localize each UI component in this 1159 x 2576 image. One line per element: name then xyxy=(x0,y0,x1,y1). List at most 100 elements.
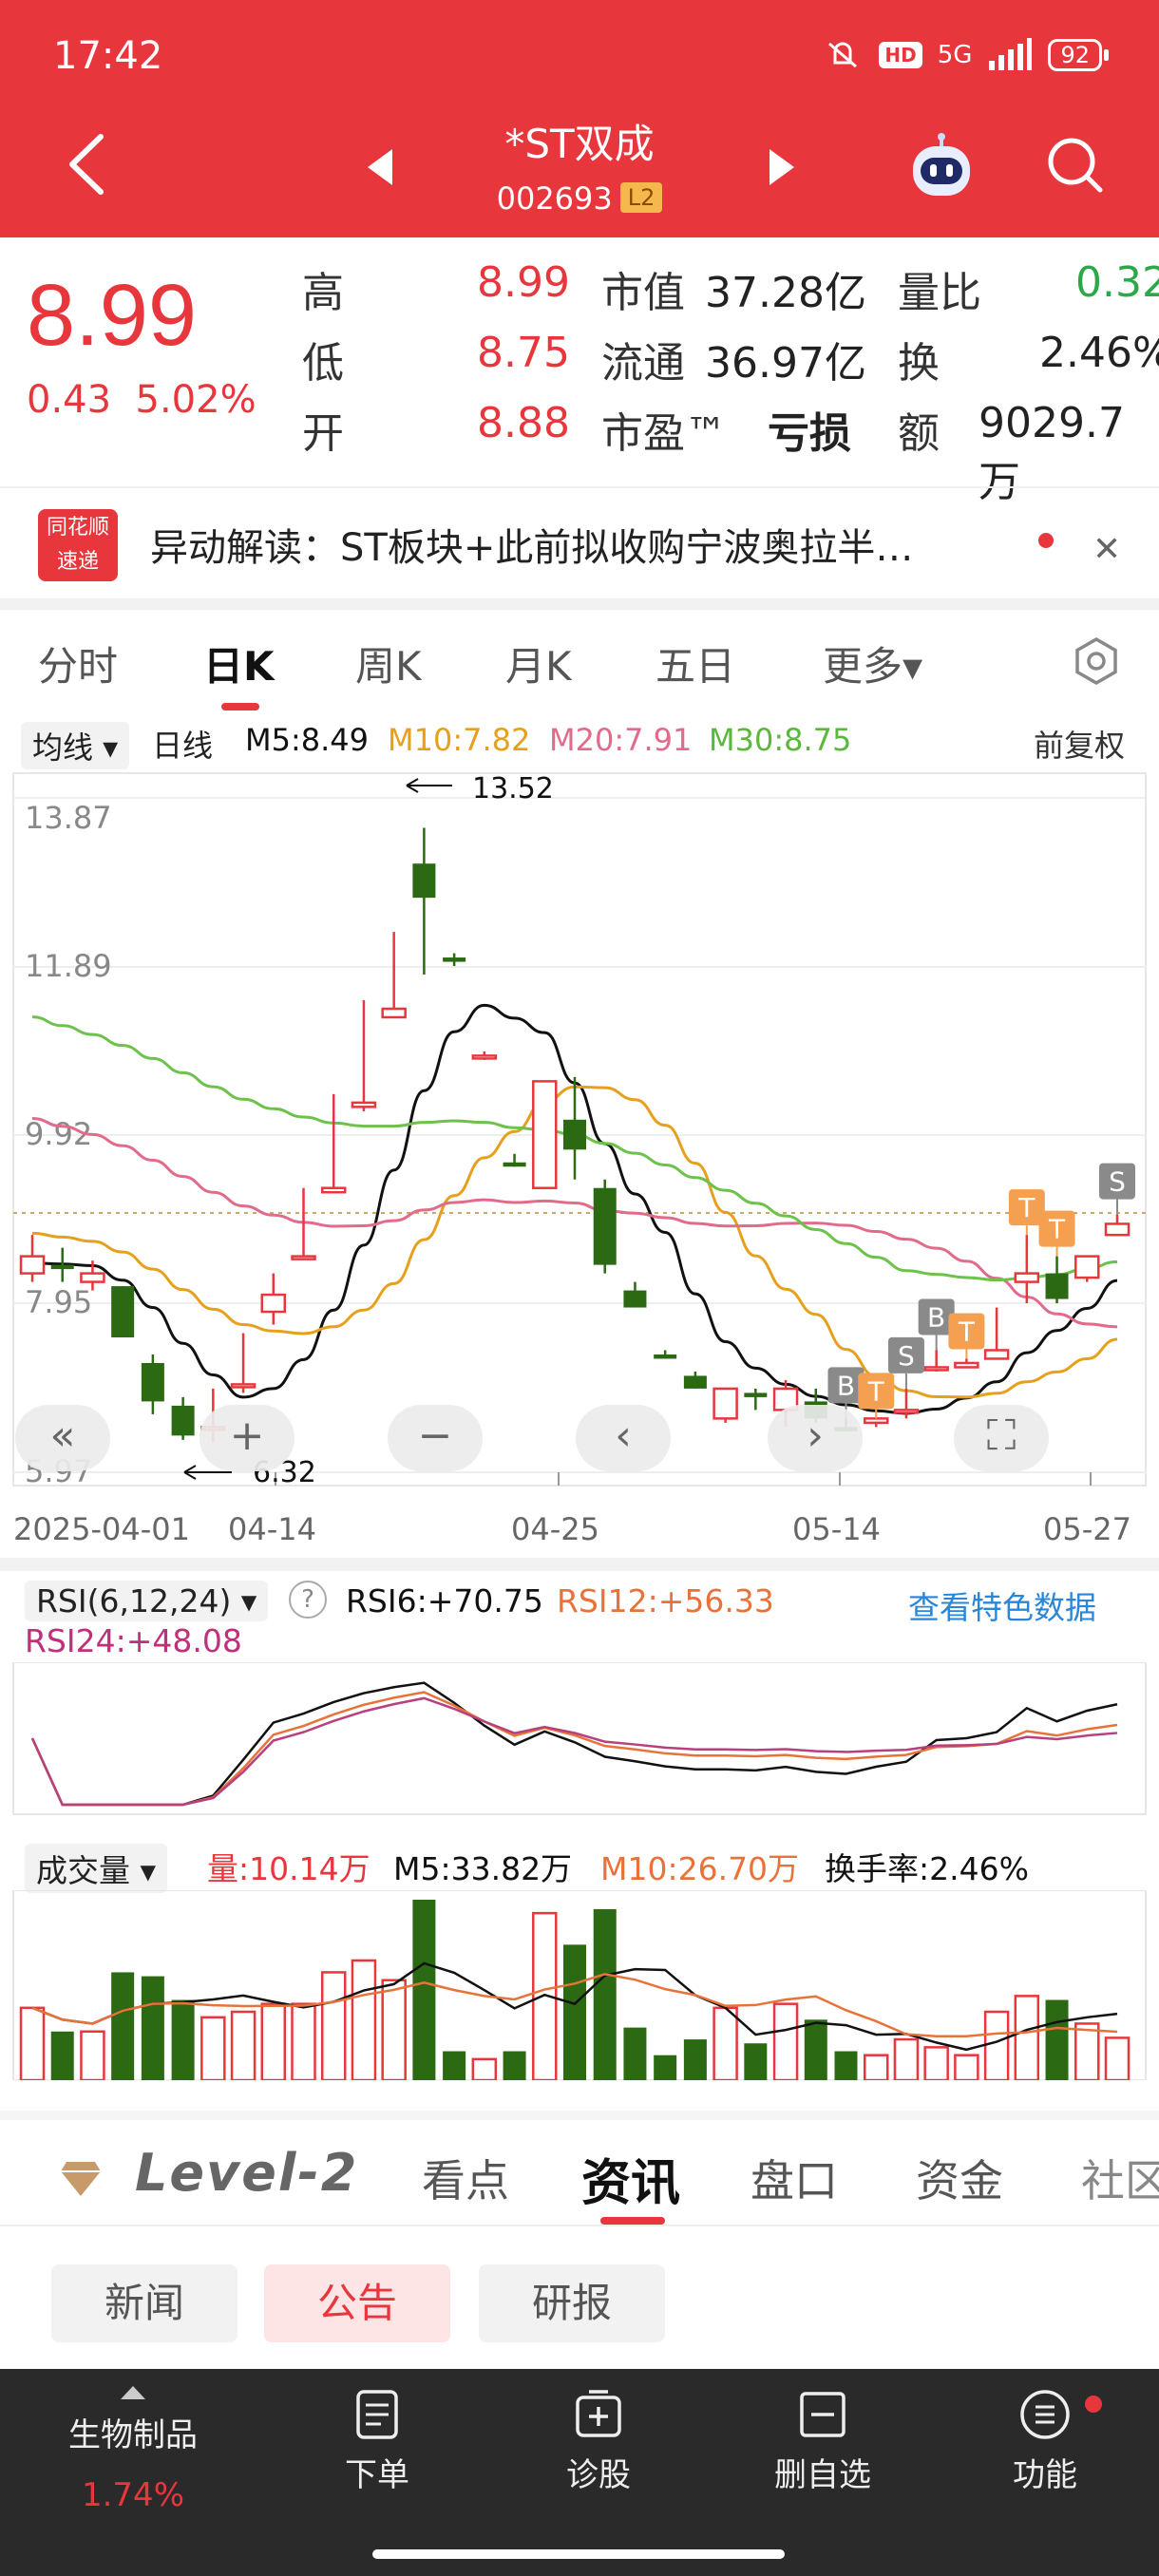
tab-highlights[interactable]: 看点 xyxy=(422,2155,509,2207)
trade-mark-sell[interactable]: S xyxy=(887,1336,924,1389)
order-button[interactable]: 下单 xyxy=(282,2388,472,2495)
functions-button[interactable]: 功能 xyxy=(950,2388,1140,2495)
volume-bar xyxy=(443,2051,466,2080)
volume-bar xyxy=(563,1944,586,2080)
volume-bar xyxy=(381,1979,407,2080)
diagnose-button[interactable]: 诊股 xyxy=(504,2388,694,2495)
ma5-value: M5:8.49 xyxy=(245,722,369,758)
tab-community[interactable]: 社区 xyxy=(1081,2155,1159,2207)
bottom-toolbar: 生物制品 1.74% 下单 诊股 删自选 功能 xyxy=(0,2369,1159,2576)
zoom-in-button[interactable]: + xyxy=(200,1405,294,1471)
candle xyxy=(503,1153,526,1167)
back-arrow-icon[interactable] xyxy=(63,131,110,198)
tab-daily-k[interactable]: 日K xyxy=(203,643,275,690)
volume-bar xyxy=(471,2057,498,2080)
chart-left-button[interactable]: ‹ xyxy=(576,1405,671,1471)
prev-stock-icon[interactable] xyxy=(366,147,394,187)
trade-mark-t[interactable]: T xyxy=(858,1373,895,1419)
fullscreen-button[interactable]: ⛶ xyxy=(954,1405,1049,1471)
rsi12-value: RSI12:+56.33 xyxy=(557,1582,774,1619)
tab-capital-flow[interactable]: 资金 xyxy=(916,2155,1003,2207)
subtab-news[interactable]: 新闻 xyxy=(51,2264,238,2342)
indicator-selector[interactable]: 均线 ▾ xyxy=(21,722,130,769)
candle xyxy=(80,1260,105,1291)
trade-mark-t[interactable]: T xyxy=(1038,1210,1075,1257)
mktcap-value: 37.28亿 xyxy=(705,269,866,317)
search-icon[interactable] xyxy=(1045,135,1104,194)
news-ticker[interactable]: 同花顺 速递 异动解读：ST板块+此前拟收购宁波奥拉半… ✕ xyxy=(0,486,1159,598)
help-icon[interactable]: ? xyxy=(289,1581,327,1619)
robot-assistant-icon[interactable] xyxy=(907,133,976,199)
zoom-out-button[interactable]: − xyxy=(388,1405,483,1471)
status-time: 17:42 xyxy=(53,34,163,78)
adjust-mode[interactable]: 前复权 xyxy=(1034,728,1126,764)
network-label: 5G xyxy=(937,41,973,69)
sector-button[interactable]: 生物制品 1.74% xyxy=(38,2384,228,2514)
sector-name: 生物制品 xyxy=(68,2416,198,2454)
svg-text:T: T xyxy=(867,1375,885,1407)
volume-bar xyxy=(412,1900,436,2080)
news-ticker-text[interactable]: 异动解读：ST板块+此前拟收购宁波奥拉半… xyxy=(150,526,914,570)
tab-intraday[interactable]: 分时 xyxy=(38,643,119,690)
candle xyxy=(230,1333,256,1393)
feature-data-link[interactable]: 查看特色数据 xyxy=(908,1589,1096,1626)
tab-news-info[interactable]: 资讯 xyxy=(581,2155,681,2212)
stock-code-row: 002693 L2 xyxy=(0,180,1159,217)
chart-prev-button[interactable]: « xyxy=(15,1405,110,1471)
ths-news-logo: 同花顺 速递 xyxy=(38,509,118,581)
candle xyxy=(593,1179,617,1274)
svg-text:T: T xyxy=(1048,1214,1066,1245)
candle xyxy=(1045,1256,1069,1304)
rsi-selector[interactable]: RSI(6,12,24) ▾ xyxy=(25,1581,269,1621)
svg-text:B: B xyxy=(927,1301,945,1333)
candle xyxy=(623,1281,647,1308)
settings-icon[interactable] xyxy=(1072,636,1121,686)
trade-mark-sell[interactable]: S xyxy=(1099,1163,1135,1215)
candle xyxy=(863,1417,889,1428)
y-tick-label: 11.89 xyxy=(25,948,112,984)
open-label: 开 xyxy=(302,409,344,458)
volume-bar xyxy=(291,2002,316,2080)
candle xyxy=(291,1187,316,1260)
volume-ma5-line xyxy=(31,1961,1118,2052)
remove-watchlist-button[interactable]: 删自选 xyxy=(728,2388,918,2495)
trade-mark-t[interactable]: T xyxy=(948,1313,985,1359)
amount-label: 额 xyxy=(898,409,940,458)
turnover-rate: 换手率:2.46% xyxy=(825,1850,1029,1887)
chart-right-button[interactable]: › xyxy=(768,1405,863,1471)
tab-more[interactable]: 更多▾ xyxy=(823,643,923,690)
tab-five-day[interactable]: 五日 xyxy=(656,643,736,690)
tab-order-book[interactable]: 盘口 xyxy=(750,2155,838,2207)
candles xyxy=(19,827,1130,1443)
volume-bar xyxy=(230,2010,256,2080)
volume-bar xyxy=(623,2027,647,2080)
volume-bar xyxy=(320,1971,347,2080)
tab-weekly-k[interactable]: 周K xyxy=(355,643,422,690)
section-divider xyxy=(0,598,1159,610)
rsi6-line xyxy=(30,1681,1118,1807)
volume-bar xyxy=(1104,2036,1130,2080)
volume-bar xyxy=(1045,1999,1069,2080)
trade-mark-t[interactable]: T xyxy=(1008,1189,1045,1236)
price-change: 0.43 xyxy=(27,378,112,422)
battery-icon: 92 xyxy=(1048,39,1109,71)
subtab-research[interactable]: 研报 xyxy=(479,2264,665,2342)
high-value: 8.99 xyxy=(477,258,570,307)
header: 17:42 HD 5G 92 *ST双成 002693 L2 xyxy=(0,0,1159,237)
next-stock-icon[interactable] xyxy=(768,147,796,187)
svg-text:S: S xyxy=(898,1340,915,1372)
ma20-value: M20:7.91 xyxy=(549,722,693,758)
trade-mark-buy[interactable]: B xyxy=(918,1298,955,1351)
volume-bar xyxy=(712,2006,738,2080)
tab-level2[interactable]: Level-2 xyxy=(135,2143,359,2203)
subtab-announcements[interactable]: 公告 xyxy=(264,2264,450,2342)
volume-selector[interactable]: 成交量 ▾ xyxy=(25,1844,168,1893)
unread-dot xyxy=(1038,533,1054,548)
volume-bar xyxy=(532,1911,558,2080)
low-value: 8.75 xyxy=(477,329,570,377)
volume-bar xyxy=(111,1972,135,2080)
close-icon[interactable]: ✕ xyxy=(1092,530,1122,569)
tab-monthly-k[interactable]: 月K xyxy=(505,643,572,690)
